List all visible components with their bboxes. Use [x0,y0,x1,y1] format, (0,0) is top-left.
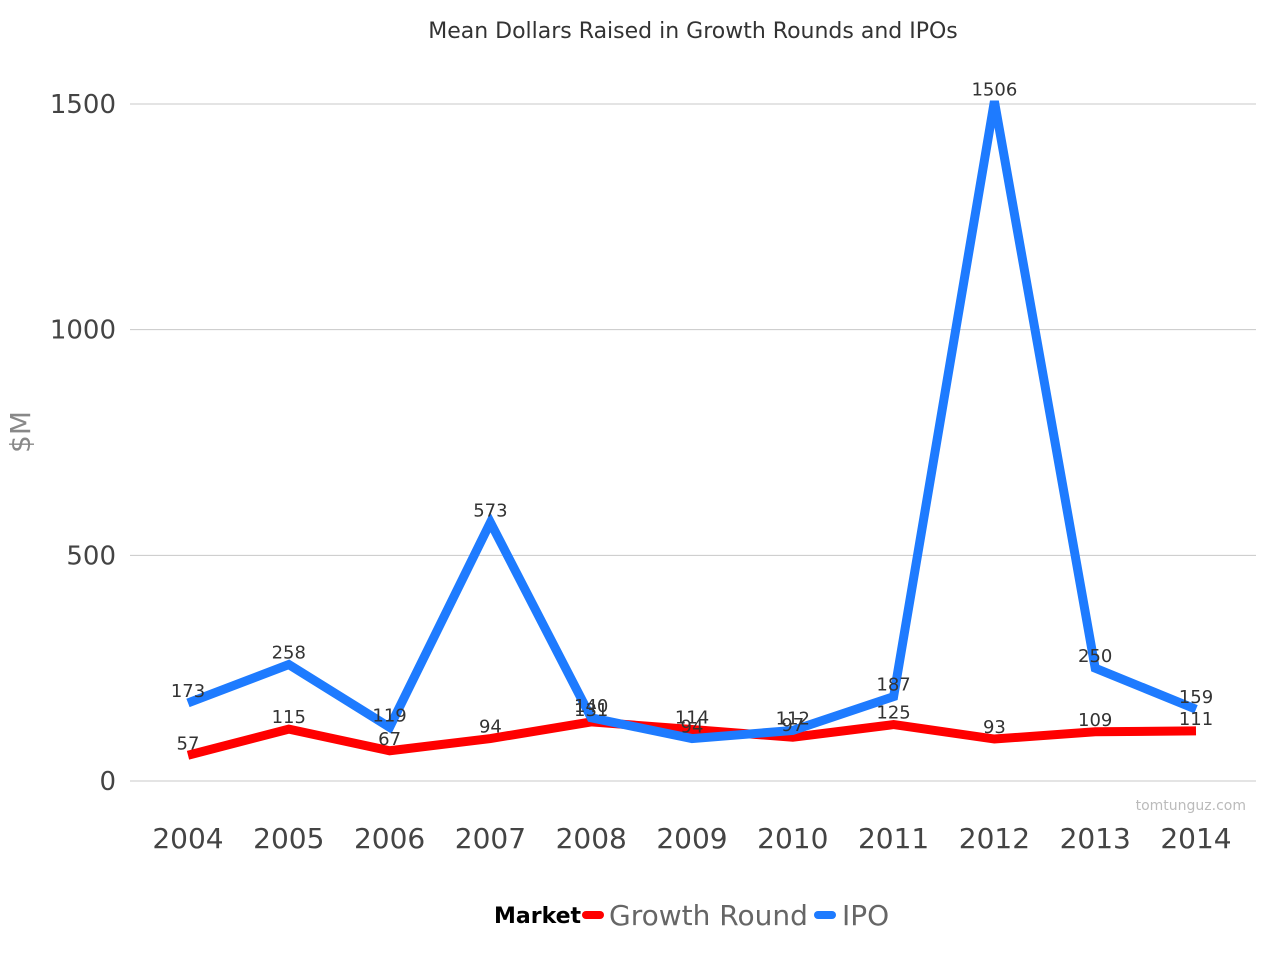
data-label: 67 [378,729,401,750]
y-tick-label: 1000 [50,316,116,346]
x-tick-label: 2008 [556,822,627,855]
legend-label-growth-round[interactable]: Growth Round [609,899,808,932]
legend-title: Market [494,904,582,929]
series-line-ipo [186,100,1198,744]
y-tick-label: 500 [66,541,116,571]
data-label: 57 [177,733,200,754]
data-label: 258 [272,643,306,664]
series-line-growth-round [186,717,1197,760]
watermark-text: tomtunguz.com [1136,798,1246,814]
data-label: 250 [1078,646,1112,667]
x-tick-label: 2006 [354,822,425,855]
data-label: 131 [574,700,608,721]
data-label: 573 [473,500,507,521]
data-label: 94 [479,717,502,738]
x-tick-label: 2014 [1160,822,1231,855]
x-tick-label: 2007 [455,822,526,855]
x-tick-label: 2005 [253,822,324,855]
data-label: 1506 [971,79,1017,100]
y-axis-label: $M [4,411,37,453]
y-tick-label: 1500 [50,90,116,120]
legend-label-ipo[interactable]: IPO [842,899,889,932]
data-label: 187 [876,675,910,696]
data-label: 111 [1179,709,1213,730]
x-tick-label: 2010 [757,822,828,855]
x-tick-label: 2012 [959,822,1030,855]
series-lines [186,100,1198,760]
data-label: 119 [372,705,406,726]
x-axis-ticks: 2004 2005 2006 2007 2008 2009 2010 2011 2012 2013… [152,822,1231,855]
x-tick-label: 2013 [1060,822,1131,855]
legend-swatch-ipo [814,911,836,919]
gridlines [130,103,1256,782]
data-label: 97 [781,715,804,736]
x-tick-label: 2009 [656,822,727,855]
data-label: 115 [272,707,306,728]
y-tick-label: 0 [99,767,116,797]
data-label: 93 [983,717,1006,738]
legend[interactable]: Market Growth Round IPO [494,899,889,932]
y-axis-ticks: 0 500 1000 1500 [50,90,116,797]
data-label: 173 [171,681,205,702]
data-label: 159 [1179,687,1213,708]
x-tick-label: 2004 [152,822,223,855]
data-label: 94 [681,717,704,738]
data-label: 112 [776,708,810,729]
chart-title: Mean Dollars Raised in Growth Rounds and… [428,19,958,44]
data-label: 114 [675,708,709,729]
data-label: 140 [574,696,608,717]
data-label: 109 [1078,710,1112,731]
legend-swatch-growth-round [582,911,604,919]
data-label: 125 [876,703,910,724]
data-labels: 57 115 67 94 131 114 97 125 93 109 111 173 258 119 573… [171,79,1213,754]
x-tick-label: 2011 [858,822,929,855]
